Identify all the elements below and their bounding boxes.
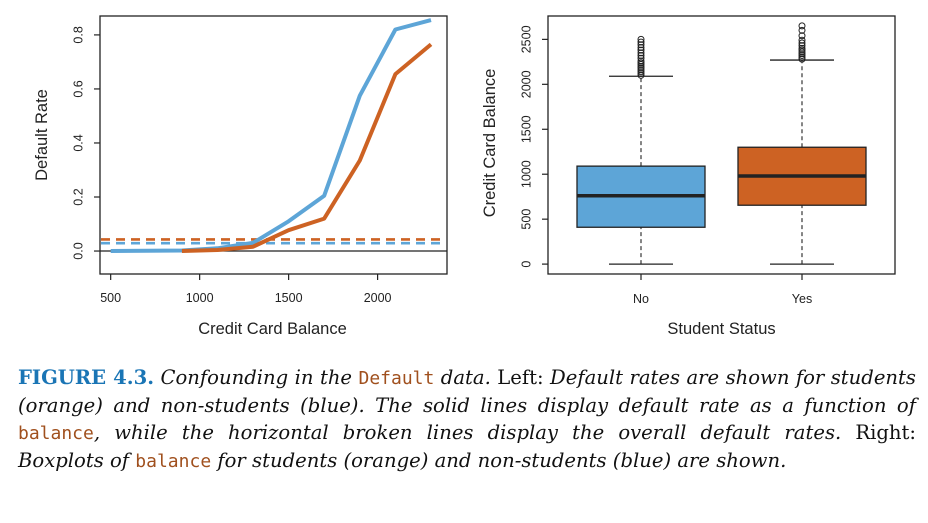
outlier-point	[637, 57, 645, 65]
boxplot-panel: 0 500 1000 1500 2000 2500 No Yes Student Status…	[481, 15, 896, 338]
caption-text: Default rates are shown for students (or…	[18, 366, 916, 417]
outlier-point	[637, 41, 645, 49]
y-tick-label: 500	[519, 209, 533, 230]
outlier-point	[637, 43, 645, 51]
y-tick-label: 2000	[519, 70, 533, 98]
outlier-point	[637, 54, 645, 62]
y-tick-label: 0.4	[71, 134, 85, 151]
x-tick-label: No	[633, 292, 649, 306]
default-rate-line	[181, 42, 433, 253]
outlier-point	[798, 22, 806, 30]
y-tick-label: 0.2	[71, 188, 85, 205]
caption-text: Left:	[490, 366, 551, 389]
outlier-point	[637, 52, 645, 60]
outlier-point	[637, 49, 645, 57]
line-chart-y-axis-label: Default Rate	[33, 89, 51, 181]
outlier-point	[798, 42, 806, 50]
outlier-point	[798, 39, 806, 47]
boxplot-x-axis-label: Student Status	[667, 320, 775, 338]
x-tick-label: 1500	[275, 291, 303, 305]
y-tick-label: 0	[519, 261, 533, 268]
outlier-point	[798, 44, 806, 52]
caption-text: data.	[434, 366, 491, 389]
caption-code-balance: balance	[135, 451, 212, 472]
caption-text: Confounding in the	[154, 366, 359, 389]
caption-text: Boxplots of	[18, 449, 136, 472]
outlier-point	[798, 26, 806, 34]
boxplot-marks	[576, 22, 867, 265]
x-tick-label: 2000	[364, 291, 392, 305]
y-tick-label: 1000	[519, 160, 533, 188]
outlier-point	[637, 38, 645, 46]
y-tick-label: 1500	[519, 115, 533, 143]
outlier-point	[798, 36, 806, 44]
y-tick-label: 0.8	[71, 26, 85, 43]
boxplot-y-axis-label: Credit Card Balance	[481, 69, 499, 218]
line-chart-panel: 500 1000 1500 2000 0.0 0.2 0.4 0.6 0.8 Credit Ca…	[33, 15, 448, 338]
caption-text: for students (orange) and non-students (…	[211, 449, 787, 472]
figure-charts: 500 1000 1500 2000 0.0 0.2 0.4 0.6 0.8 Credit Ca…	[33, 15, 896, 338]
x-tick-label: 1000	[186, 291, 214, 305]
caption-text: , while the horizontal broken lines disp…	[93, 421, 842, 444]
boxplot-plot-frame	[547, 15, 896, 275]
caption-code-balance: balance	[18, 423, 94, 444]
line-chart-plot-frame	[99, 15, 448, 275]
x-tick-label: Yes	[792, 292, 812, 306]
line-chart-marks	[100, 18, 447, 253]
x-tick-label: 500	[100, 291, 121, 305]
y-tick-label: 2500	[519, 25, 533, 53]
boxplot-axes: 0 500 1000 1500 2000 2500 No Yes	[519, 25, 812, 306]
line-chart-x-axis-label: Credit Card Balance	[198, 320, 347, 338]
outlier-point	[637, 46, 645, 54]
figure-caption: FIGURE 4.3. Confounding in the Default d…	[18, 364, 916, 475]
outlier-point	[637, 35, 645, 43]
outlier-point	[798, 32, 806, 40]
caption-code-default: Default	[358, 368, 435, 389]
y-tick-label: 0.0	[71, 242, 85, 259]
caption-figure-label: FIGURE 4.3.	[18, 366, 155, 389]
y-tick-label: 0.6	[71, 80, 85, 97]
line-chart-axes: 500 1000 1500 2000 0.0 0.2 0.4 0.6 0.8	[71, 26, 391, 305]
default-rate-line	[110, 18, 432, 253]
caption-text: Right:	[841, 421, 917, 444]
